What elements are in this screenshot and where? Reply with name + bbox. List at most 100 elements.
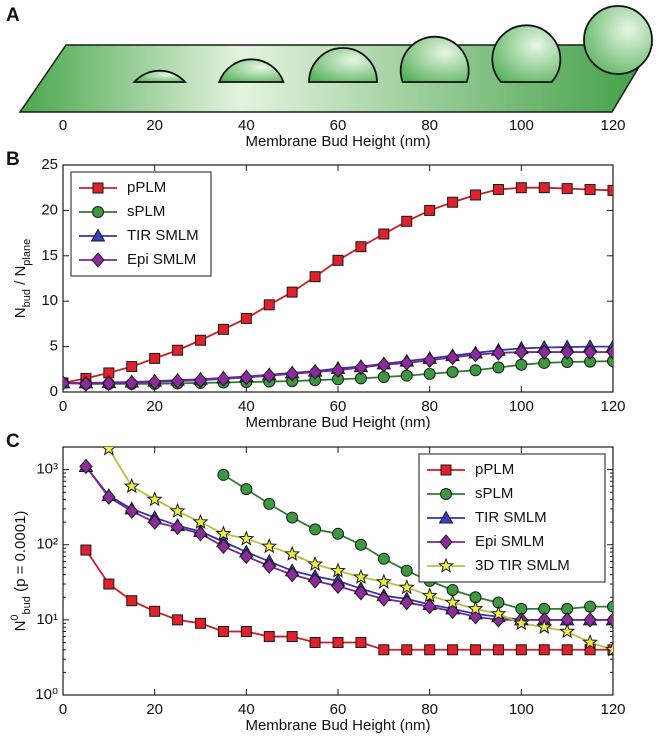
legend-label: Epi SMLM xyxy=(127,251,196,268)
data-point xyxy=(240,312,252,324)
data-point xyxy=(172,344,184,356)
data-point xyxy=(584,184,596,196)
data-point xyxy=(468,347,483,363)
x-axis-label: Membrane Bud Height (nm) xyxy=(245,717,430,734)
data-point xyxy=(354,359,368,376)
data-point xyxy=(170,373,185,389)
panel-label: A xyxy=(6,5,20,26)
data-point xyxy=(398,579,415,595)
data-point xyxy=(490,605,507,621)
y-tick-label: 10² xyxy=(36,536,58,553)
y-axis-label-part: plane xyxy=(21,239,33,266)
data-point xyxy=(492,644,504,656)
x-tick-label: 40 xyxy=(238,701,255,718)
y-axis-label-part: bud xyxy=(21,596,33,614)
data-point xyxy=(400,355,414,371)
x-tick-label: 120 xyxy=(600,117,625,134)
legend-marker xyxy=(438,557,454,573)
y-axis-label-part: N xyxy=(12,307,29,318)
data-point xyxy=(515,358,528,371)
data-point xyxy=(538,644,550,656)
legend-label: TIR SMLM xyxy=(475,509,547,526)
legend-label: Epi SMLM xyxy=(475,533,544,550)
data-point xyxy=(149,605,161,617)
data-point xyxy=(607,600,613,613)
data-point xyxy=(559,623,576,639)
data-point xyxy=(149,352,161,364)
data-point xyxy=(606,612,613,628)
y-tick-label: 10 xyxy=(41,292,58,309)
data-point xyxy=(606,344,613,360)
data-point xyxy=(148,374,162,390)
data-point xyxy=(123,477,140,494)
x-tick-label: 40 xyxy=(238,398,255,415)
data-point xyxy=(355,636,367,648)
legend-marker xyxy=(440,464,452,476)
data-point xyxy=(63,375,70,391)
data-point xyxy=(378,228,390,240)
data-point xyxy=(263,631,275,643)
data-point xyxy=(216,538,231,555)
y-axis-label-part: / N xyxy=(12,266,29,289)
legend-label: 3D TIR SMLM xyxy=(475,557,570,574)
x-tick-label: 0 xyxy=(59,398,67,415)
data-point xyxy=(583,344,597,360)
data-point xyxy=(102,489,116,505)
x-tick-label: 40 xyxy=(238,117,255,134)
data-point xyxy=(538,182,550,194)
data-point xyxy=(424,204,436,216)
x-tick-label: 100 xyxy=(509,117,534,134)
x-tick-label: 60 xyxy=(330,701,347,718)
data-point xyxy=(377,356,391,373)
legend-marker xyxy=(439,534,453,550)
y-axis-label: N0bud (p = 0.0001) xyxy=(9,511,33,632)
data-point xyxy=(103,578,115,590)
bud xyxy=(583,5,653,75)
data-point xyxy=(401,644,413,656)
data-point xyxy=(352,568,369,584)
data-point xyxy=(195,334,206,346)
x-tick-label: 20 xyxy=(146,117,163,134)
data-point xyxy=(238,530,255,546)
data-point xyxy=(125,375,139,391)
data-point xyxy=(240,626,252,638)
data-point xyxy=(584,600,597,613)
data-point xyxy=(401,215,413,227)
data-point xyxy=(447,644,459,656)
x-tick-label: 20 xyxy=(146,701,163,718)
legend-label: TIR SMLM xyxy=(127,227,199,244)
data-point xyxy=(215,525,232,541)
data-point xyxy=(80,544,92,556)
data-point xyxy=(330,562,346,578)
legend-marker xyxy=(90,228,106,242)
bud xyxy=(218,58,285,83)
legend-label: pPLM xyxy=(127,179,166,196)
legend-marker xyxy=(438,510,454,524)
legend-marker xyxy=(92,182,104,194)
data-point xyxy=(309,523,322,536)
x-tick-label: 0 xyxy=(59,117,67,134)
data-point xyxy=(263,299,275,311)
data-point xyxy=(126,595,138,607)
panel-label: B xyxy=(6,149,20,170)
x-tick-label: 120 xyxy=(600,398,625,415)
data-point xyxy=(467,600,484,616)
data-point xyxy=(400,594,414,611)
data-point xyxy=(146,491,163,507)
y-axis-label-part: N xyxy=(12,621,29,632)
data-point xyxy=(446,366,459,379)
data-point xyxy=(607,355,613,368)
y-tick-label: 10⁰ xyxy=(35,686,58,703)
data-point xyxy=(537,344,551,360)
data-point xyxy=(125,503,139,519)
data-point xyxy=(513,614,530,631)
data-point xyxy=(286,511,299,524)
data-point xyxy=(309,271,321,283)
data-point xyxy=(261,538,278,554)
data-point xyxy=(375,573,392,589)
data-point xyxy=(309,636,321,648)
data-point xyxy=(607,184,613,196)
bud xyxy=(132,69,188,83)
y-tick-label: 0 xyxy=(50,383,58,400)
